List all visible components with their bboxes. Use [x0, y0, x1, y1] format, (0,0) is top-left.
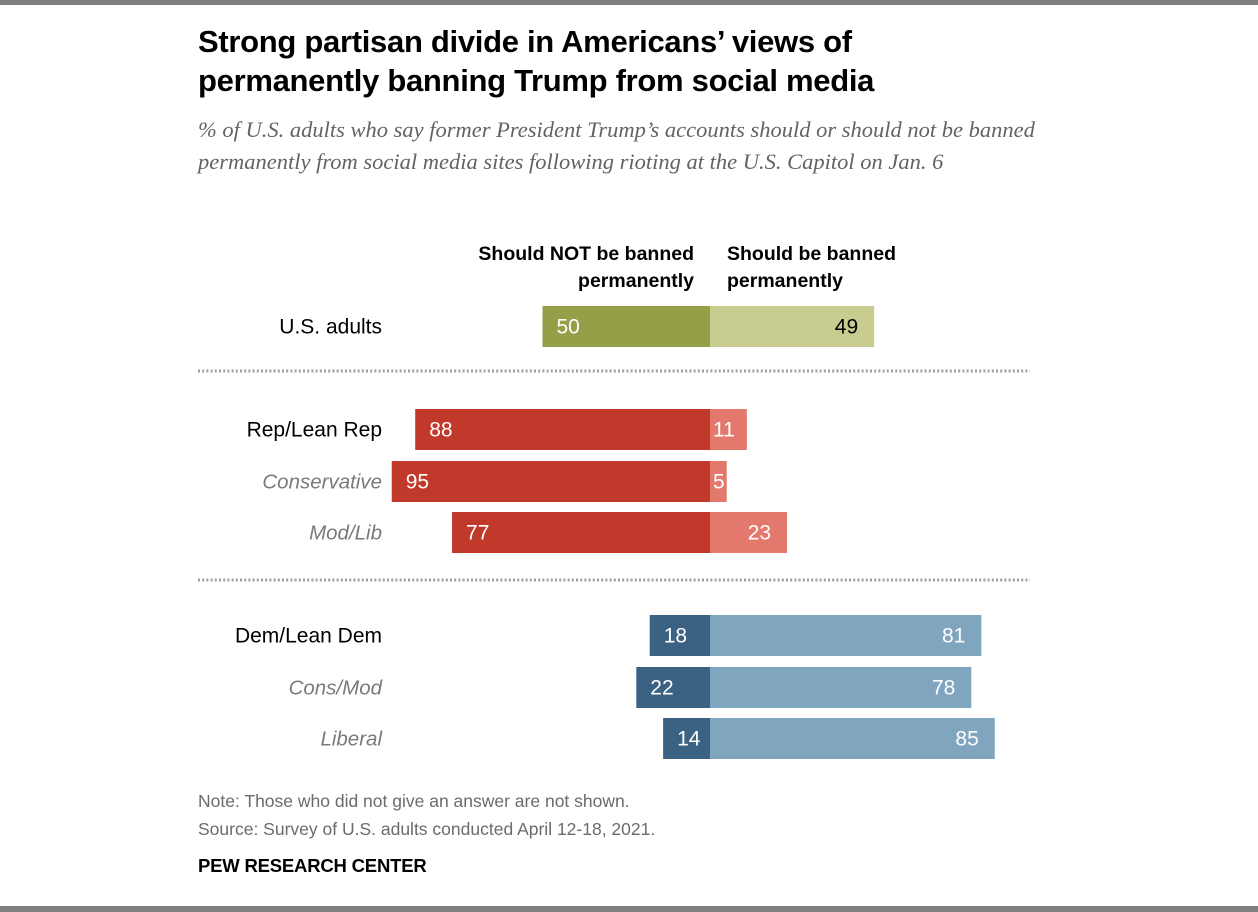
pew-research-center-logo: PEW RESEARCH CENTER [198, 855, 427, 876]
value-not-banned-u-s-adults: 50 [557, 316, 580, 339]
bar-banned-u-s-adults [710, 306, 875, 347]
value-not-banned-cons-mod: 22 [650, 677, 673, 700]
row-label-rep-lean-rep: Rep/Lean Rep [247, 419, 382, 442]
value-not-banned-mod-lib: 77 [466, 522, 489, 545]
row-label-conservative: Conservative [262, 471, 382, 494]
legend-should-not-be-banned: Should NOT be banned permanently [478, 243, 694, 292]
value-banned-conservative: 5 [713, 471, 725, 494]
bar-banned-liberal [710, 718, 995, 759]
bar-banned-dem-lean-dem [710, 615, 982, 656]
bar-banned-cons-mod [710, 667, 972, 708]
value-not-banned-dem-lean-dem: 18 [664, 625, 687, 648]
value-banned-cons-mod: 78 [932, 677, 955, 700]
value-banned-u-s-adults: 49 [835, 316, 858, 339]
bottom-rule [0, 906, 1258, 912]
chart-title: Strong partisan divide in Americans’ vie… [198, 24, 875, 98]
bar-not-banned-rep-lean-rep [415, 409, 710, 450]
bar-banned-mod-lib [710, 512, 788, 553]
row-label-cons-mod: Cons/Mod [289, 677, 383, 700]
chart-source: Source: Survey of U.S. adults conducted … [198, 819, 656, 839]
bar-banned-conservative [710, 461, 727, 502]
value-banned-rep-lean-rep: 11 [713, 419, 735, 442]
value-not-banned-rep-lean-rep: 88 [429, 419, 452, 442]
bar-not-banned-u-s-adults [542, 306, 710, 347]
bar-not-banned-dem-lean-dem [649, 615, 710, 656]
bar-banned-rep-lean-rep [710, 409, 747, 450]
bar-not-banned-mod-lib [452, 512, 710, 553]
value-banned-dem-lean-dem: 81 [942, 625, 965, 648]
row-label-liberal: Liberal [320, 728, 383, 751]
bar-not-banned-cons-mod [636, 667, 710, 708]
value-banned-mod-lib: 23 [748, 522, 771, 545]
row-label-mod-lib: Mod/Lib [309, 522, 382, 545]
chart-subtitle: % of U.S. adults who say former Presiden… [198, 117, 1035, 174]
value-not-banned-liberal: 14 [677, 728, 701, 751]
value-not-banned-conservative: 95 [406, 471, 429, 494]
row-label-u-s-adults: U.S. adults [279, 316, 382, 339]
chart-note: Note: Those who did not give an answer a… [198, 791, 630, 811]
value-banned-liberal: 85 [955, 728, 978, 751]
bar-not-banned-liberal [663, 718, 710, 759]
legend-should-be-banned: Should be banned permanently [727, 243, 896, 292]
top-rule [0, 0, 1258, 5]
row-label-dem-lean-dem: Dem/Lean Dem [235, 625, 382, 648]
bar-not-banned-conservative [391, 461, 710, 502]
